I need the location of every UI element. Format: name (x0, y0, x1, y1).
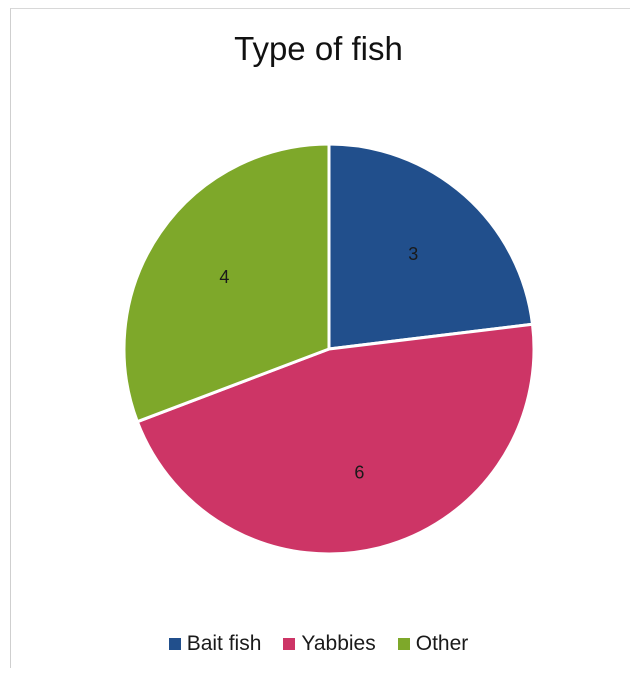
legend-swatch (168, 638, 181, 650)
data-label-other: 4 (219, 267, 229, 287)
chart-title: Type of fish (234, 30, 403, 67)
legend-label: Bait fish (186, 632, 262, 655)
pie-slice-yabbies (135, 322, 536, 556)
legend-entry-other: Other (397, 632, 469, 656)
pie-slice-other (122, 142, 331, 424)
data-label-bait-fish: 3 (408, 244, 418, 264)
legend-entry-yabbies: Yabbies (283, 632, 376, 656)
data-label-yabbies: 6 (354, 462, 364, 482)
legend-swatch (283, 638, 296, 650)
legend: Bait fish Yabbies Other (0, 632, 637, 656)
legend-swatch (397, 638, 410, 650)
legend-label: Other (415, 632, 469, 655)
legend-entry-bait-fish: Bait fish (168, 632, 262, 656)
legend-label: Yabbies (301, 632, 376, 655)
pie-slice-bait-fish (327, 142, 535, 351)
